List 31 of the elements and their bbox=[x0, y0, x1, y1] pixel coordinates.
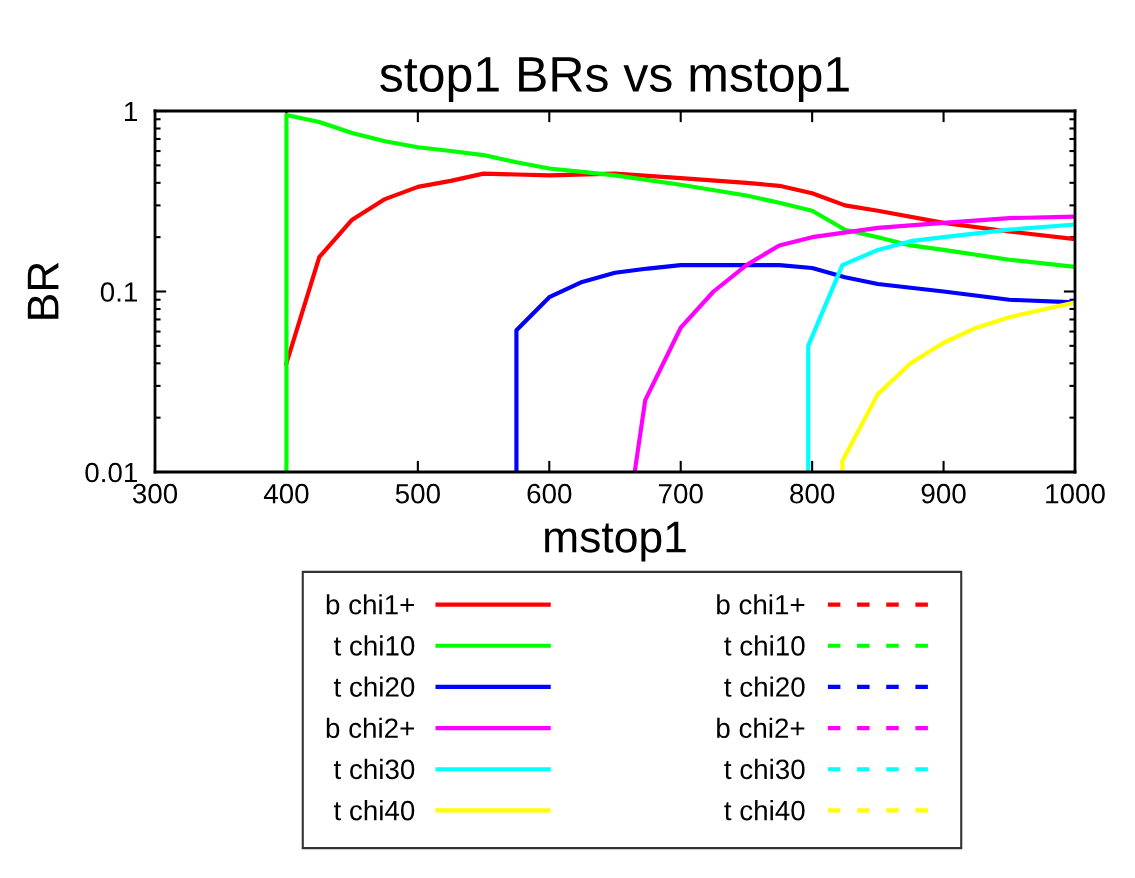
legend-label: t chi40 bbox=[333, 799, 415, 821]
x-tick-label: 700 bbox=[658, 483, 703, 504]
line-series bbox=[284, 112, 1075, 472]
y-tick-label: 0.1 bbox=[100, 282, 137, 302]
line-series bbox=[806, 222, 1075, 472]
legend-label: t chi40 bbox=[724, 799, 805, 821]
legend-label: t chi20 bbox=[333, 676, 415, 697]
x-tick-label: 400 bbox=[263, 483, 309, 504]
legend-label: b chi2+ bbox=[717, 717, 805, 739]
line-series bbox=[840, 300, 1075, 472]
x-tick-label: 300 bbox=[132, 483, 178, 504]
legend-label: t chi10 bbox=[724, 635, 805, 656]
legend-label: t chi30 bbox=[333, 758, 415, 780]
x-tick-label: 600 bbox=[527, 483, 572, 504]
chart-title: stop1 BRs vs mstop1 bbox=[380, 57, 849, 102]
legend-label: t chi20 bbox=[724, 676, 805, 697]
line-series bbox=[514, 263, 1075, 472]
legend-label: t chi30 bbox=[724, 758, 805, 780]
y-tick-label: 0.01 bbox=[85, 462, 137, 483]
legend-label: b chi1+ bbox=[326, 594, 414, 615]
line-series bbox=[632, 214, 1075, 472]
y-tick-label: 1 bbox=[125, 101, 137, 122]
x-tick-label: 500 bbox=[395, 483, 440, 504]
x-tick-label: 900 bbox=[921, 483, 966, 504]
x-axis-title: mstop1 bbox=[545, 521, 686, 562]
legend-label: t chi10 bbox=[333, 635, 415, 656]
x-tick-label: 1000 bbox=[1046, 483, 1105, 504]
legend-label: b chi1+ bbox=[717, 594, 805, 615]
legend-label: b chi2+ bbox=[326, 717, 414, 739]
y-axis-title: BR bbox=[27, 262, 59, 319]
x-tick-label: 800 bbox=[790, 483, 835, 504]
